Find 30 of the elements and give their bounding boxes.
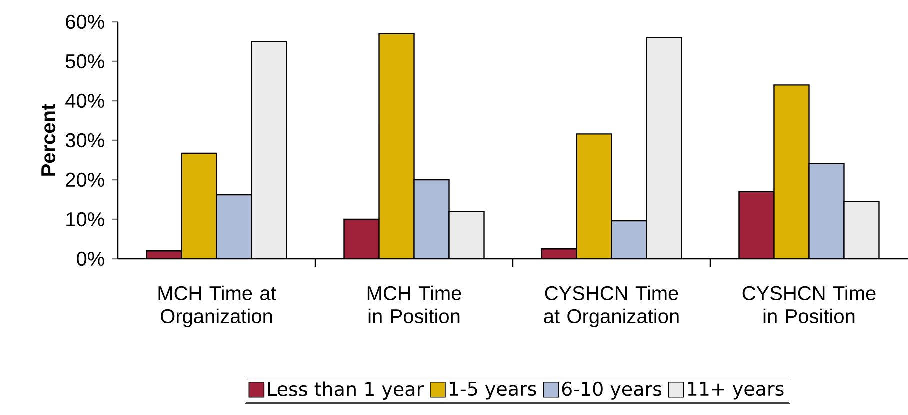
x-tick-label: CYSHCN Time at Organization [544,286,679,328]
bar [738,191,775,259]
bar [808,163,845,259]
bar [344,219,380,259]
bar [182,154,217,259]
legend-label: Less than 1 year [268,382,424,400]
bar [576,134,612,259]
bar [774,84,810,259]
x-tick-label: MCH Time at Organization [158,286,276,328]
bar [414,180,450,259]
bar [844,201,880,259]
y-axis-title: Percent [42,104,56,176]
x-tick-label: CYSHCN Time in Position [742,286,876,324]
legend-label: 11+ years [688,382,784,400]
legend-label: 1-5 years [450,382,536,400]
y-tick-label: 20% [66,172,104,188]
y-tick-label: 60% [66,14,104,30]
y-tick-label: 10% [66,212,104,227]
bar [216,195,252,259]
y-tick-label: 30% [66,133,104,148]
legend-label: 6-10 years [562,382,662,400]
bar [379,34,414,259]
bar [252,42,287,259]
y-tick-label: 0% [77,252,104,266]
bar [449,212,484,259]
y-tick-label: 40% [66,94,104,108]
bar [612,221,647,259]
bar [646,38,682,259]
x-tick-label: MCH Time in Position [368,286,462,324]
y-tick-label: 50% [66,54,104,69]
